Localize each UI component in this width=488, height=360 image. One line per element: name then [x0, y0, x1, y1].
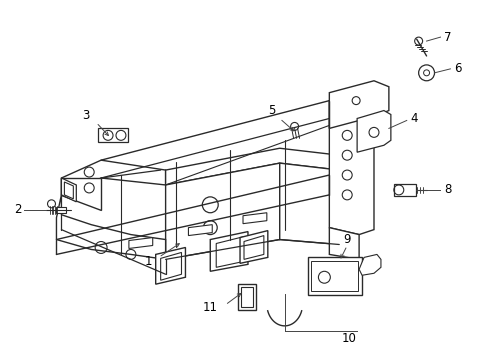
- Text: 8: 8: [444, 184, 451, 197]
- Bar: [56, 207, 66, 213]
- Polygon shape: [210, 231, 247, 271]
- Polygon shape: [243, 213, 266, 224]
- Polygon shape: [244, 235, 264, 260]
- Polygon shape: [61, 178, 101, 210]
- Polygon shape: [279, 163, 339, 244]
- Polygon shape: [188, 225, 212, 235]
- Bar: [393, 184, 415, 196]
- Polygon shape: [56, 195, 165, 260]
- Polygon shape: [161, 252, 181, 280]
- Text: 10: 10: [341, 332, 356, 345]
- Text: 3: 3: [82, 109, 90, 122]
- Polygon shape: [129, 238, 152, 248]
- Polygon shape: [64, 182, 73, 199]
- Polygon shape: [328, 93, 373, 107]
- Polygon shape: [328, 93, 373, 235]
- Polygon shape: [328, 81, 388, 129]
- Bar: [311, 261, 357, 291]
- Polygon shape: [165, 163, 279, 260]
- Text: 4: 4: [410, 112, 417, 125]
- Bar: [98, 129, 128, 142]
- Polygon shape: [216, 237, 244, 267]
- Polygon shape: [165, 148, 339, 185]
- Polygon shape: [358, 255, 380, 275]
- Polygon shape: [155, 247, 185, 284]
- Text: 6: 6: [453, 62, 461, 75]
- Text: 7: 7: [444, 31, 451, 44]
- Polygon shape: [240, 231, 267, 264]
- Bar: [307, 257, 361, 295]
- Text: 11: 11: [203, 301, 217, 314]
- Polygon shape: [61, 160, 165, 195]
- Text: 1: 1: [145, 255, 152, 268]
- Polygon shape: [61, 178, 76, 202]
- Polygon shape: [328, 228, 358, 260]
- Polygon shape: [356, 111, 390, 152]
- Bar: [241, 287, 252, 307]
- Text: 2: 2: [14, 203, 21, 216]
- Text: 5: 5: [267, 104, 275, 117]
- Text: 9: 9: [343, 233, 350, 246]
- Bar: [238, 284, 255, 310]
